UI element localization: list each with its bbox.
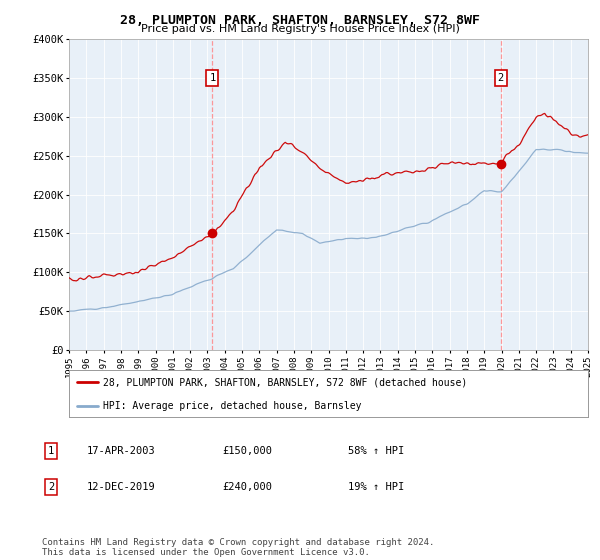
Text: £240,000: £240,000 <box>222 482 272 492</box>
Text: HPI: Average price, detached house, Barnsley: HPI: Average price, detached house, Barn… <box>103 402 361 411</box>
Text: Contains HM Land Registry data © Crown copyright and database right 2024.
This d: Contains HM Land Registry data © Crown c… <box>42 538 434 557</box>
Text: £150,000: £150,000 <box>222 446 272 456</box>
Text: 2: 2 <box>48 482 54 492</box>
Text: 12-DEC-2019: 12-DEC-2019 <box>87 482 156 492</box>
Text: 28, PLUMPTON PARK, SHAFTON, BARNSLEY, S72 8WF: 28, PLUMPTON PARK, SHAFTON, BARNSLEY, S7… <box>120 14 480 27</box>
Text: 2: 2 <box>497 73 504 83</box>
Text: 17-APR-2003: 17-APR-2003 <box>87 446 156 456</box>
Text: 28, PLUMPTON PARK, SHAFTON, BARNSLEY, S72 8WF (detached house): 28, PLUMPTON PARK, SHAFTON, BARNSLEY, S7… <box>103 377 467 388</box>
Text: Price paid vs. HM Land Registry's House Price Index (HPI): Price paid vs. HM Land Registry's House … <box>140 24 460 34</box>
Text: 58% ↑ HPI: 58% ↑ HPI <box>348 446 404 456</box>
Text: 1: 1 <box>209 73 215 83</box>
Text: 1: 1 <box>48 446 54 456</box>
Text: 19% ↑ HPI: 19% ↑ HPI <box>348 482 404 492</box>
